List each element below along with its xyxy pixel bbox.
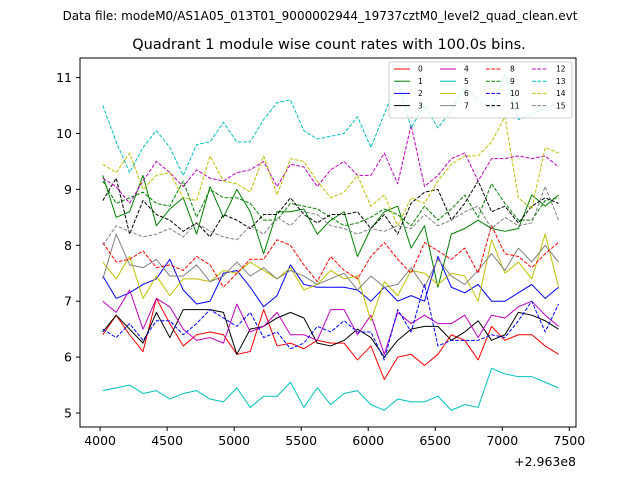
- legend-box: [388, 61, 573, 119]
- x-tick-label: 5500: [285, 433, 317, 448]
- data-file-suptitle: Data file: modeM0/AS1A05_013T01_90000029…: [63, 9, 578, 23]
- plot-area: [80, 58, 576, 427]
- legend-label-6: 6: [464, 89, 469, 98]
- series-line-11: [102, 177, 559, 238]
- series-line-9: [102, 180, 559, 227]
- series-line-15: [102, 186, 560, 246]
- axes-layer: 4000 4500 5000 5500 6000 6500 7000 7500 5 6 7 8 9 10 1…: [56, 70, 585, 448]
- legend-label-12: 12: [556, 65, 566, 74]
- x-tick-label: 5000: [218, 433, 250, 448]
- legend-label-2: 2: [418, 89, 423, 98]
- series-line-14: [102, 116, 559, 227]
- y-tick-label: 8: [64, 238, 72, 253]
- legend-label-4: 4: [464, 65, 469, 74]
- x-tick-label: 4500: [151, 433, 183, 448]
- y-tick-label: 7: [64, 294, 72, 309]
- x-tick-label: 7000: [486, 433, 518, 448]
- series-line-4: [102, 289, 559, 355]
- legend-label-8: 8: [510, 65, 515, 74]
- x-tick-label: 6000: [352, 433, 384, 448]
- series-line-1: [102, 174, 559, 288]
- legend-label-14: 14: [556, 89, 566, 98]
- legend-label-10: 10: [510, 89, 520, 98]
- series-layer: [102, 74, 560, 411]
- y-tick-label: 5: [64, 406, 72, 421]
- legend-label-0: 0: [418, 65, 423, 74]
- legend-label-7: 7: [464, 101, 469, 110]
- chart-title: Quadrant 1 module wise count rates with …: [132, 37, 526, 53]
- series-line-12: [102, 124, 559, 204]
- legend-label-5: 5: [464, 77, 469, 86]
- x-tick-label: 7500: [553, 433, 585, 448]
- y-tick-label: 11: [56, 70, 72, 85]
- x-offset-label: +2.963e8: [514, 454, 576, 469]
- y-tick-label: 9: [64, 182, 72, 197]
- x-tick-label: 6500: [419, 433, 451, 448]
- series-line-2: [102, 255, 559, 308]
- series-line-3: [102, 309, 559, 358]
- series-line-7: [102, 233, 559, 291]
- legend-label-11: 11: [510, 101, 520, 110]
- series-line-0: [102, 297, 559, 380]
- legend-label-1: 1: [418, 77, 423, 86]
- series-line-10: [102, 283, 560, 361]
- legend-label-3: 3: [418, 101, 423, 110]
- legend-label-15: 15: [556, 101, 566, 110]
- series-line-6: [102, 233, 560, 322]
- series-line-8: [102, 225, 559, 288]
- y-tick-label: 10: [56, 126, 72, 141]
- x-tick-label: 4000: [84, 433, 116, 448]
- legend-label-9: 9: [510, 77, 515, 86]
- series-line-5: [102, 367, 559, 411]
- y-tick-label: 6: [64, 350, 72, 365]
- plot-frame: [79, 57, 577, 428]
- legend-label-13: 13: [556, 77, 566, 86]
